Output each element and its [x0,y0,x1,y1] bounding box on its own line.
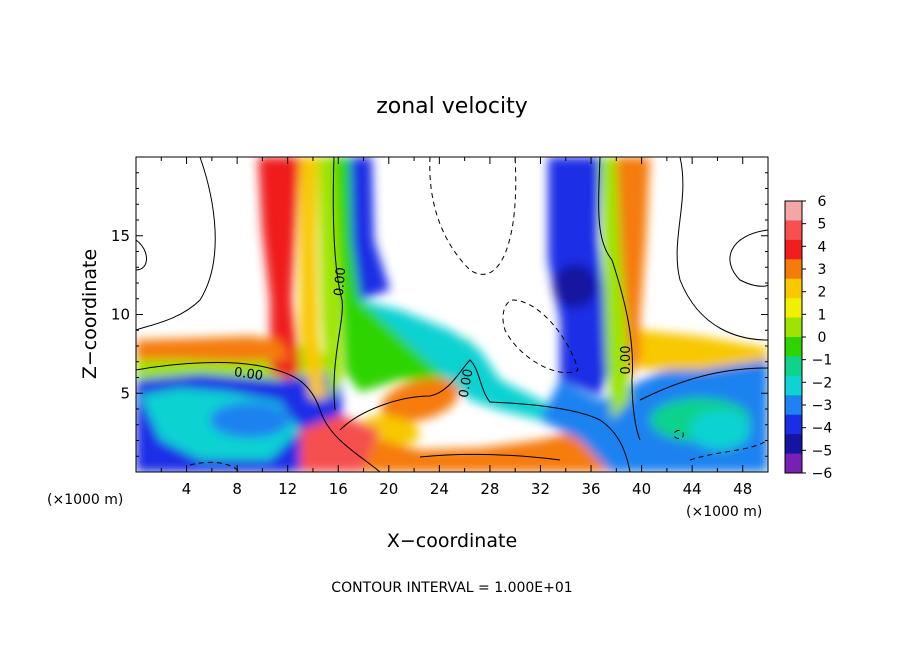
field-central-green [334,157,480,392]
field-central-dark-blue [350,157,390,300]
y-axis-label: Z−coordinate [79,249,101,379]
contour-pos-edge-left [136,239,147,271]
x-tick-label: 36 [581,480,600,498]
field-left-red-band [136,336,290,362]
colorbar-swatch [785,201,802,221]
colorbar-tick-label: 6 [818,194,827,210]
contour-labels: 0.00 0.00 0.00 0.00 [233,267,634,399]
colorbar-swatch [785,278,802,299]
field-right-lower-blue [540,380,640,472]
colorbar-tick-label: −1 [812,353,833,369]
x-tick-label: 32 [531,480,550,498]
y-unit-label: (×1000 m) [47,492,123,508]
colorbar-tick-label: 3 [818,262,827,278]
x-tick-label: 16 [329,480,348,498]
x-axis-ticks: 4 8 12 16 20 24 28 32 36 40 44 48 [160,157,752,498]
contour-label-right: 0.00 [619,346,634,375]
colorbar-swatch [785,434,802,455]
x-tick-label: 40 [632,480,651,498]
field-right-blue-blob [553,264,597,308]
field-central-red-blob [381,378,459,422]
chart-title: zonal velocity [376,94,528,119]
y-axis-ticks: 5 10 15 [111,172,768,457]
colorbar-swatch [785,220,802,241]
y-tick-label: 15 [111,227,130,245]
colorbar-tick-label: 0 [818,330,827,346]
colorbar-swatch [785,239,802,260]
field-right-green-column [600,157,630,420]
contour-zero-right-band [639,367,768,401]
field-left-red-column [258,157,300,380]
field-right-lower-cyan [690,410,750,450]
contour-zero-central [332,157,343,411]
contour-label-middle: 0.00 [457,368,477,399]
contour-pos-edge-right [729,229,768,287]
x-axis-label: X−coordinate [387,530,517,552]
colorbar-tick-label: −2 [812,375,833,391]
contour-zero-middle [339,359,631,472]
contour-label-central: 0.00 [332,267,349,297]
contour-lines [136,157,768,472]
field-lower-left-blob [210,402,290,438]
y-tick-label: 10 [111,306,130,324]
x-tick-label: 20 [379,480,398,498]
x-unit-label: (×1000 m) [686,504,762,520]
contour-zero-left [136,362,381,472]
colorbar-swatch [785,414,802,435]
colorbar-swatch [785,259,802,280]
field-left-green-column [318,157,342,400]
colorbar-tick-label: −6 [812,466,833,482]
contour-pos-upper-left [136,157,216,331]
colorbar-tick-label: 5 [818,217,827,233]
colorbar-swatch [785,317,802,338]
field-central-blue [360,300,560,420]
contour-interval-note: CONTOUR INTERVAL = 1.000E+01 [331,580,572,596]
colorbar-swatch [785,298,802,319]
colorbar-swatch [785,356,802,377]
y-tick-label: 5 [120,384,130,402]
x-tick-label: 4 [182,480,192,498]
colorbar-swatch [785,395,802,416]
colorbar-tick-label: 1 [818,307,827,323]
contour-zero-right [598,157,641,441]
contour-pos-bottom [419,453,561,461]
field-right-orange-band [640,330,768,370]
velocity-field [136,157,768,472]
x-tick-label: 12 [278,480,297,498]
x-tick-label: 24 [430,480,449,498]
colorbar-swatch [785,375,802,396]
colorbar-swatch [785,453,802,474]
contour-pos-upper-right [676,157,768,341]
x-tick-label: 8 [232,480,242,498]
field-left-orange-column [300,157,326,400]
contour-label-left: 0.00 [233,365,264,384]
contour-neg-bottom-right [689,439,768,461]
x-tick-label: 44 [683,480,702,498]
colorbar-swatch [785,337,802,357]
colorbar-tick-label: −3 [812,398,833,414]
x-tick-label: 28 [480,480,499,498]
colorbar: 6 5 4 3 2 1 0 −1 −2 −3 −4 −5 −6 [784,194,833,482]
field-bottom-pink [300,415,380,472]
plot-area [136,157,768,472]
field-right-red-column [616,157,650,380]
contour-neg-small-loop [673,429,684,439]
colorbar-tick-label: 4 [818,239,827,255]
colorbar-tick-label: 2 [818,285,827,301]
contour-neg-center [502,299,579,374]
colorbar-tick-label: −5 [812,443,833,459]
colorbar-tick-label: −4 [812,421,833,437]
x-tick-label: 48 [733,480,752,498]
